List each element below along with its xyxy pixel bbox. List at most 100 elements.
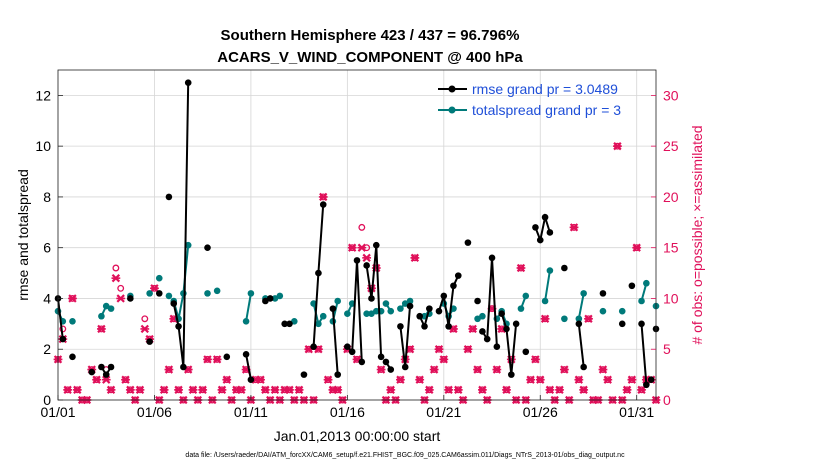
x-tick-label: 01/16 xyxy=(330,404,365,420)
totalspread-point xyxy=(155,274,163,282)
rmse-point xyxy=(508,371,515,378)
obs-assimilated-marker xyxy=(613,141,622,151)
y-right-tick-label: 30 xyxy=(663,87,679,103)
obs-assimilated-marker xyxy=(637,385,646,395)
obs-assimilated-marker xyxy=(579,385,589,395)
totalspread-point xyxy=(334,297,342,305)
x-tick-label: 01/31 xyxy=(619,404,654,420)
totalspread-point xyxy=(363,310,370,317)
obs-possible-marker xyxy=(141,315,149,323)
rmse-point xyxy=(102,371,110,378)
rmse-point xyxy=(638,320,645,328)
obs-assimilated-marker xyxy=(174,385,183,395)
y-right-tick-label: 20 xyxy=(663,189,679,205)
totalspread-point xyxy=(315,320,322,328)
y-tick-label: 4 xyxy=(43,290,51,306)
rmse-point xyxy=(204,244,211,251)
rmse-point xyxy=(643,381,650,389)
rmse-point xyxy=(454,272,462,279)
rmse-point xyxy=(344,343,351,350)
rmse-point xyxy=(421,323,428,330)
obs-assimilated-marker xyxy=(111,273,121,283)
totalspread-line xyxy=(245,293,252,322)
obs-assimilated-marker xyxy=(531,355,540,364)
rmse-line xyxy=(346,260,363,362)
obs-assimilated-marker xyxy=(285,385,294,395)
rmse-point xyxy=(618,320,626,328)
y-right-tick-label: 5 xyxy=(663,341,671,357)
rmse-line xyxy=(245,354,252,380)
rmse-point xyxy=(575,320,583,328)
rmse-point xyxy=(377,353,385,361)
obs-assimilated-marker xyxy=(569,223,579,232)
rmse-line xyxy=(365,245,383,357)
totalspread-point xyxy=(180,290,187,297)
rmse-point xyxy=(493,343,501,350)
totalspread-line xyxy=(577,293,585,319)
rmse-point xyxy=(247,376,255,383)
obs-assimilated-marker xyxy=(574,375,584,384)
obs-assimilated-marker xyxy=(150,284,159,293)
obs-assimilated-marker xyxy=(434,345,444,354)
obs-assimilated-marker xyxy=(212,355,222,364)
rmse-point xyxy=(406,302,414,310)
obs-assimilated-marker xyxy=(473,365,482,374)
rmse-point xyxy=(363,262,370,269)
rmse-point xyxy=(599,290,607,297)
totalspread-point xyxy=(517,305,525,312)
x-tick-label: 01/11 xyxy=(234,404,268,420)
rmse-point xyxy=(88,368,96,376)
obs-assimilated-marker xyxy=(545,385,555,395)
y-right-tick-label: 10 xyxy=(663,290,679,306)
rmse-point xyxy=(329,305,337,312)
obs-assimilated-marker xyxy=(463,345,473,354)
obs-assimilated-marker xyxy=(410,253,420,263)
data-file-footer: data file: /Users/raeder/DAI/ATM_forcXX/… xyxy=(185,452,625,459)
obs-assimilated-marker xyxy=(318,192,328,202)
rmse-point xyxy=(532,224,539,231)
rmse-point xyxy=(416,312,423,320)
rmse-point xyxy=(310,343,317,350)
rmse-point xyxy=(146,338,153,345)
totalspread-point xyxy=(643,279,650,287)
rmse-point xyxy=(127,295,134,302)
obs-assimilated-marker xyxy=(468,324,478,334)
totalspread-point xyxy=(242,318,250,325)
rmse-point xyxy=(358,358,366,366)
obs-assimilated-marker xyxy=(333,385,343,395)
obs-assimilated-marker xyxy=(516,263,526,273)
rmse-point xyxy=(387,366,395,373)
rmse-line xyxy=(57,298,64,340)
obs-assimilated-marker xyxy=(376,365,386,374)
rmse-point xyxy=(334,371,342,378)
totalspread-point xyxy=(146,290,153,297)
obs-assimilated-marker xyxy=(116,294,126,303)
rmse-point xyxy=(286,320,293,328)
totalspread-point xyxy=(546,267,554,274)
obs-assimilated-marker xyxy=(222,375,232,384)
totalspread-point xyxy=(213,287,221,295)
obs-assimilated-marker xyxy=(217,385,227,395)
y-tick-label: 0 xyxy=(43,392,51,408)
rmse-point xyxy=(426,305,433,312)
y-axis-label-right: # of obs: o=possible; ×=assimilated xyxy=(689,125,705,344)
rmse-point xyxy=(281,320,288,328)
obs-assimilated-marker xyxy=(598,365,608,374)
obs-assimilated-marker xyxy=(444,385,454,395)
rmse-point xyxy=(155,290,163,297)
rmse-series xyxy=(54,79,660,389)
rmse-point xyxy=(435,307,443,315)
totalspread-point xyxy=(580,290,587,297)
x-axis-label: Jan.01,2013 00:00:00 start xyxy=(274,428,441,444)
obs-assimilated-marker xyxy=(540,314,550,323)
totalspread-point xyxy=(344,310,351,317)
obs-assimilated-marker xyxy=(323,375,333,384)
rmse-point xyxy=(59,335,67,343)
obs-assimilated-marker xyxy=(584,314,593,323)
obs-assimilated-marker xyxy=(106,385,116,395)
rmse-line xyxy=(640,323,648,385)
obs-assimilated-marker xyxy=(424,385,434,395)
y-right-tick-label: 25 xyxy=(663,138,679,154)
rmse-point xyxy=(98,363,105,371)
legend-rmse-marker xyxy=(448,85,456,93)
